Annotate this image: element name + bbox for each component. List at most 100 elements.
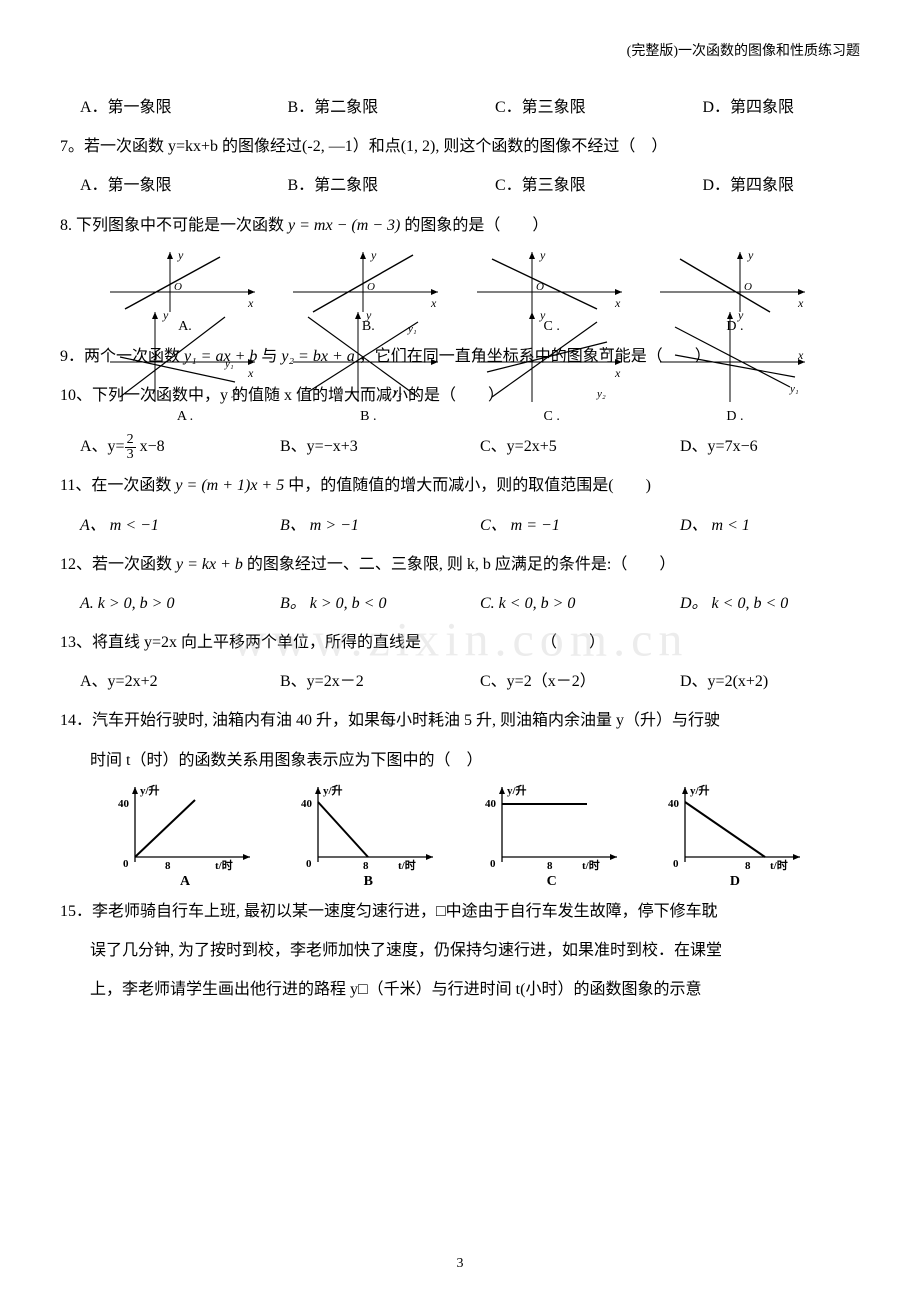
svg-text:8: 8 [547,860,553,872]
svg-text:O: O [536,281,544,293]
svg-text:y₁: y₁ [407,323,417,335]
q8-prefix: 8. 下列图象中不可能是一次函数 [60,217,288,234]
q13-opt-c: C、y=2（x－2） [480,664,630,699]
svg-text:40: 40 [301,798,313,810]
svg-text:y₁: y₁ [601,343,611,355]
q12-opt-c: C. k < 0, b > 0 [480,586,630,621]
svg-text:0: 0 [673,858,679,870]
q14-graph-a: y/升 40 0 8 t/时 A [100,782,270,890]
svg-text:y: y [177,248,184,262]
q14-graph-d: y/升 40 0 8 t/时 D [650,782,820,890]
q7-opt-a: A．第一象限 [80,168,238,203]
svg-text:x: x [797,348,804,362]
svg-text:0: 0 [306,858,312,870]
q13-opt-b: B、y=2x－2 [280,664,430,699]
svg-text:y₁: y₁ [224,358,234,370]
svg-text:0: 0 [490,858,496,870]
q11-text: 11、在一次函数 y = (m + 1)x + 5 中，的值随值的增大而减小，则… [60,468,860,503]
svg-text:y/升: y/升 [507,783,527,797]
q15-line3: 上，李老师请学生画出他行进的路程 y□（千米）与行进时间 t(小时）的函数图象的… [60,972,860,1007]
q13-options: A、y=2x+2 B、y=2x－2 C、y=2（x－2） D、y=2(x+2) [60,664,860,699]
q7-opt-d: D．第四象限 [703,168,861,203]
q12-opt-a: A. k > 0, b > 0 [80,586,230,621]
q7-options: A．第一象限 B．第二象限 C．第三象限 D．第四象限 [60,168,860,203]
q14-graph-b: y/升 40 0 8 t/时 B [283,782,453,890]
svg-text:O: O [367,281,375,293]
q10-a-pre: A、y= [80,438,125,455]
svg-text:y: y [737,308,744,322]
svg-text:40: 40 [485,798,497,810]
svg-text:0: 0 [123,858,129,870]
svg-text:t/时: t/时 [770,858,788,872]
q15-line1: 15．李老师骑自行车上班, 最初以某一速度匀速行进，□中途由于自行车发生故障，停… [60,894,860,929]
q11-formula: y = (m + 1)x + 5 [175,477,284,494]
svg-text:8: 8 [363,860,369,872]
q15-line2: 误了几分钟, 为了按时到校，李老师加快了速度，仍保持匀速行进，如果准时到校．在课… [60,933,860,968]
q13-opt-a: A、y=2x+2 [80,664,230,699]
q8-formula: y = mx − (m − 3) [288,217,400,234]
page-number: 3 [457,1256,464,1272]
q14-label-a: A [100,874,270,890]
q7-text: 7。若一次函数 y=kx+b 的图像经过(-2, —1）和点(1, 2), 则这… [60,129,860,164]
q8-text: 8. 下列图象中不可能是一次函数 y = mx − (m − 3) 的图象的是（… [60,208,860,243]
q7-opt-b: B．第二象限 [288,168,446,203]
svg-text:y: y [370,248,377,262]
q14-line1: 14．汽车开始行驶时, 油箱内有油 40 升，如果每小时耗油 5 升, 则油箱内… [60,703,860,738]
q7-opt-c: C．第三象限 [495,168,653,203]
svg-text:y/升: y/升 [690,783,710,797]
svg-text:y: y [747,248,754,262]
svg-text:y: y [539,248,546,262]
svg-text:O: O [744,281,752,293]
q14-label-b: B [283,874,453,890]
q12-opt-b: B。 k > 0, b < 0 [280,586,430,621]
q6-opt-c: C．第三象限 [495,90,653,125]
q11-suffix: 中，的值随值的增大而减小，则的取值范围是( ) [288,477,651,494]
q13-opt-d: D、y=2(x+2) [680,664,830,699]
svg-text:8: 8 [165,860,171,872]
header-title: (完整版)一次函数的图像和性质练习题 [627,40,860,60]
svg-text:8: 8 [745,860,751,872]
page: (完整版)一次函数的图像和性质练习题 www.zixin.com.cn A．第一… [0,0,920,1302]
svg-text:40: 40 [118,798,130,810]
svg-text:t/时: t/时 [582,858,600,872]
q10-a-den: 3 [125,448,136,462]
q11-options: A、 m < −1 B、 m > −1 C、 m = −1 D、 m < 1 [60,508,860,543]
svg-text:y: y [365,308,372,322]
q6-opt-a: A．第一象限 [80,90,238,125]
q12-text: 12、若一次函数 y = kx + b 的图象经过一、二、三象限, 则 k, b… [60,547,860,582]
q10-a-post: x−8 [136,438,165,455]
q11-opt-c: C、 m = −1 [480,508,630,543]
q12-prefix: 12、若一次函数 [60,556,176,573]
q11-prefix: 11、在一次函数 [60,477,175,494]
svg-text:t/时: t/时 [398,858,416,872]
q12-suffix: 的图象经过一、二、三象限, 则 k, b 应满足的条件是:（ ） [247,556,675,573]
fraction-icon: 23 [125,433,136,462]
svg-text:y/升: y/升 [140,783,160,797]
q12-formula: y = kx + b [176,556,243,573]
q10-opt-a: A、y=23 x−8 [80,429,230,464]
q12-options: A. k > 0, b > 0 B。 k > 0, b < 0 C. k < 0… [60,586,860,621]
q14-label-c: C [467,874,637,890]
q12-opt-d: D。 k < 0, b < 0 [680,586,830,621]
q10-opt-c: C、y=2x+5 [480,429,630,464]
q10-opt-b: B、y=−x+3 [280,429,430,464]
q11-opt-d: D、 m < 1 [680,508,830,543]
q14-line2: 时间 t（时）的函数关系用图象表示应为下图中的（ ） [60,743,860,778]
q11-opt-a: A、 m < −1 [80,508,230,543]
q6-opt-b: B．第二象限 [288,90,446,125]
q14-graph-c: y/升 40 0 8 t/时 C [467,782,637,890]
q14-label-d: D [650,874,820,890]
svg-text:O: O [174,281,182,293]
q6-opt-d: D．第四象限 [703,90,861,125]
q8-suffix: 的图象的是（ ） [404,217,548,234]
svg-text:t/时: t/时 [215,858,233,872]
svg-text:y: y [162,308,169,322]
content: A．第一象限 B．第二象限 C．第三象限 D．第四象限 7。若一次函数 y=kx… [60,90,860,1007]
svg-text:y/升: y/升 [323,783,343,797]
q10-opt-d: D、y=7x−6 [680,429,830,464]
svg-text:y: y [539,308,546,322]
svg-text:40: 40 [668,798,680,810]
q6-options: A．第一象限 B．第二象限 C．第三象限 D．第四象限 [60,90,860,125]
q13-text: 13、将直线 y=2x 向上平移两个单位，所得的直线是 （ ） [60,625,860,660]
q10-a-num: 2 [125,433,136,448]
